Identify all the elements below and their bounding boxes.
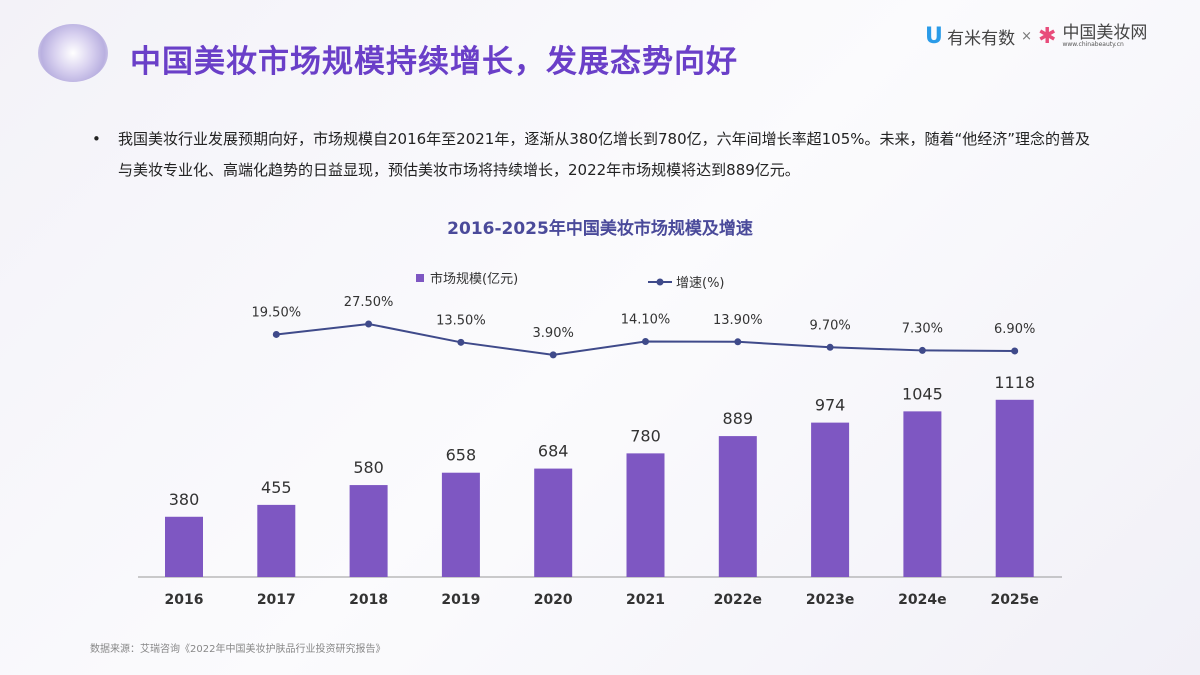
growth-point-2024e	[918, 346, 926, 354]
legend-line-marker	[656, 278, 664, 286]
bar-2025e	[995, 399, 1034, 577]
legend-line-label: 增速(%)	[676, 276, 725, 291]
growth-point-2019	[457, 338, 465, 346]
bar-2020	[534, 468, 573, 577]
growth-point-2023e	[826, 343, 834, 351]
x-tick-2025e: 2025e	[990, 592, 1038, 608]
summary-bullet: • 我国美妆行业发展预期向好，市场规模自2016年至2021年，逐渐从380亿增长…	[92, 124, 1092, 186]
x-tick-2022e: 2022e	[714, 592, 762, 608]
brand-logos: Ս 有米有数 × ✱ 中国美妆网 www.chinabeauty.cn	[925, 24, 1147, 49]
bar-label-2024e: 1045	[902, 384, 943, 403]
page-title: 中国美妆市场规模持续增长，发展态势向好	[130, 44, 738, 80]
brand-right: 中国美妆网	[1062, 23, 1148, 43]
growth-label-2019: 13.50%	[436, 313, 486, 328]
bar-label-2018: 580	[353, 458, 384, 477]
bar-label-2017: 455	[261, 478, 292, 497]
bar-label-2021: 780	[630, 426, 661, 445]
growth-label-2017: 19.50%	[252, 305, 302, 320]
growth-label-2024e: 7.30%	[902, 321, 943, 336]
bar-2022e	[718, 436, 757, 577]
bar-label-2020: 684	[538, 442, 569, 461]
bar-2016	[165, 516, 203, 577]
brand-left: 有米有数	[947, 29, 1016, 49]
bar-label-2016: 380	[169, 490, 200, 509]
x-tick-2023e: 2023e	[806, 592, 854, 608]
brand-right-url: www.chinabeauty.cn	[1062, 41, 1124, 48]
x-tick-2017: 2017	[257, 592, 296, 608]
bar-2023e	[811, 422, 850, 577]
decorative-flower-logo	[38, 24, 108, 82]
x-tick-2021: 2021	[626, 592, 665, 608]
brand-separator: ×	[1021, 29, 1032, 44]
growth-point-2025e	[1011, 347, 1019, 355]
growth-point-2017	[272, 330, 280, 338]
growth-point-2022e	[734, 338, 742, 346]
x-tick-2018: 2018	[349, 592, 388, 608]
growth-point-2018	[365, 320, 373, 328]
bar-label-2019: 658	[446, 446, 477, 465]
bullet-dot: •	[92, 130, 101, 148]
growth-label-2022e: 13.90%	[713, 313, 763, 328]
bar-label-2022e: 889	[723, 409, 754, 428]
bar-label-2025e: 1118	[994, 373, 1035, 392]
bar-2024e	[903, 411, 942, 577]
bar-2019	[441, 472, 480, 577]
growth-point-2020	[549, 351, 557, 359]
bar-label-2023e: 974	[815, 396, 846, 415]
growth-label-2023e: 9.70%	[809, 318, 850, 333]
legend-bar-label: 市场规模(亿元)	[430, 271, 518, 287]
chinabeauty-logo-icon: ✱	[1038, 24, 1057, 49]
x-tick-2019: 2019	[441, 592, 480, 608]
summary-text: 我国美妆行业发展预期向好，市场规模自2016年至2021年，逐渐从380亿增长到…	[118, 130, 1091, 179]
x-tick-2020: 2020	[534, 592, 573, 608]
growth-label-2020: 3.90%	[533, 326, 574, 341]
youmi-logo-icon: Ս	[925, 24, 942, 49]
chart-title: 2016-2025年中国美妆市场规模及增速	[447, 219, 753, 239]
x-tick-2024e: 2024e	[898, 592, 946, 608]
bar-2021	[626, 453, 665, 577]
x-tick-2016: 2016	[165, 592, 204, 608]
growth-label-2025e: 6.90%	[994, 322, 1035, 337]
bar-2017	[257, 504, 296, 577]
bar-2018	[349, 485, 388, 577]
growth-point-2021	[642, 338, 649, 346]
growth-label-2021: 14.10%	[621, 313, 671, 328]
growth-label-2018: 27.50%	[344, 295, 394, 310]
legend-bar-swatch	[416, 274, 424, 282]
source-note: 数据来源：艾瑞咨询《2022年中国美妆护肤品行业投资研究报告》	[90, 644, 386, 655]
